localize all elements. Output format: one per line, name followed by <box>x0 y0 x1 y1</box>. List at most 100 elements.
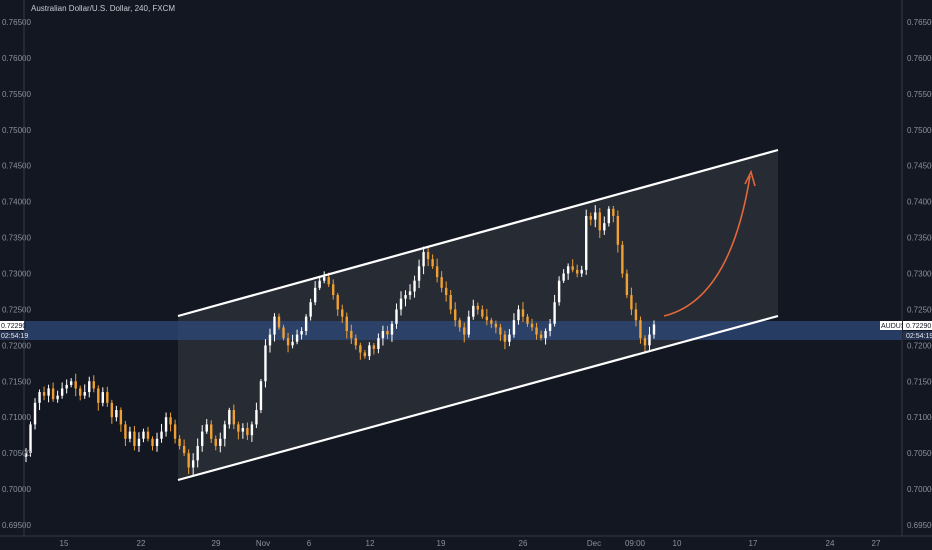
candle-body <box>472 305 475 317</box>
candle-body <box>354 338 358 346</box>
right-countdown-text: 02:54:19 <box>906 333 932 340</box>
candle-body <box>196 445 199 461</box>
y-tick-label-left: 0.74000 <box>2 198 31 207</box>
y-tick-label-left: 0.69500 <box>2 521 31 530</box>
candle-body <box>137 438 141 446</box>
candle-body <box>178 438 181 446</box>
candle-body <box>413 280 416 292</box>
projection-arrowhead <box>744 169 756 187</box>
candle-body <box>359 345 362 353</box>
candle-body <box>146 431 150 439</box>
candle-body <box>426 251 430 260</box>
current-price-band <box>24 321 902 340</box>
x-tick-label: 26 <box>519 539 528 548</box>
candle-body <box>277 316 281 328</box>
projection-arrow[interactable] <box>663 175 751 317</box>
candle-body <box>56 395 59 400</box>
candle-body <box>65 384 68 389</box>
symbol-tag-text: AUDUSD <box>881 323 911 330</box>
candle-body <box>435 266 439 278</box>
y-tick-label-left: 0.74500 <box>2 162 31 171</box>
candle-body <box>264 345 267 382</box>
candle-body <box>282 327 285 339</box>
y-tick-label-left: 0.73500 <box>2 234 31 243</box>
x-tick-label: 15 <box>60 539 69 548</box>
x-tick-label: 12 <box>366 539 375 548</box>
candle-body <box>237 424 240 432</box>
candle-body <box>24 453 28 457</box>
candle-body <box>142 431 145 439</box>
y-tick-label-left: 0.70000 <box>2 485 31 494</box>
candle-body <box>548 323 552 331</box>
candle-body <box>377 338 380 349</box>
candle-body <box>643 338 647 346</box>
candle-body <box>79 388 82 396</box>
y-tick-label-right: 0.70000 <box>907 485 932 494</box>
y-tick-label-left: 0.71500 <box>2 377 31 386</box>
candle-body <box>508 334 511 342</box>
x-tick-label: 27 <box>872 539 881 548</box>
candle-body <box>214 438 217 446</box>
x-tick-label: 17 <box>749 539 758 548</box>
candle-body <box>246 427 249 436</box>
y-tick-label-right: 0.73000 <box>907 270 932 279</box>
y-tick-label-left: 0.70500 <box>2 449 31 458</box>
candle-body <box>634 309 638 321</box>
candle-body <box>74 381 77 389</box>
y-tick-label-right: 0.70500 <box>907 449 932 458</box>
candle-body <box>336 295 339 310</box>
candle-body <box>115 410 118 418</box>
candle-body <box>603 223 606 231</box>
candle-body <box>562 273 565 281</box>
candle-body <box>395 309 398 324</box>
candle-body <box>494 323 498 328</box>
candle-body <box>255 410 258 425</box>
candle-body <box>341 309 344 317</box>
candle-body <box>160 431 163 439</box>
y-tick-label-right: 0.73500 <box>907 234 932 243</box>
time-axis: 15 22 29 Nov 6 12 19 26 Dec 09:00 10 17 24 27 <box>60 539 881 548</box>
candle-body <box>404 295 407 299</box>
x-tick-label: 09:00 <box>625 539 646 548</box>
candle-body <box>530 323 534 328</box>
candle-body <box>304 316 308 331</box>
y-tick-label-left: 0.73000 <box>2 270 31 279</box>
candle-body <box>51 388 55 400</box>
candle-body <box>399 298 403 310</box>
candle-body <box>268 334 272 346</box>
candle-body <box>422 251 425 267</box>
channel-lower-line[interactable] <box>177 314 779 482</box>
candle-body <box>38 392 41 403</box>
candle-body <box>29 424 32 454</box>
candle-body <box>463 327 466 335</box>
candle-body <box>309 302 312 317</box>
candle-body <box>652 324 656 335</box>
right-price-tag <box>903 321 932 330</box>
candle-body <box>327 277 330 285</box>
candle-body <box>512 320 516 335</box>
candle-body <box>205 424 208 432</box>
left-countdown-tag <box>0 331 24 340</box>
candle-body <box>485 316 489 321</box>
right-price-axis: 0.76500 0.76000 0.75500 0.75000 0.74500 0.740… <box>907 18 932 530</box>
candle-body <box>259 381 263 411</box>
candle-body <box>191 460 195 468</box>
candle-body <box>440 277 443 288</box>
candle-body <box>133 431 136 446</box>
candle-body <box>616 216 620 245</box>
y-tick-label-right: 0.72500 <box>907 305 932 314</box>
candle-body <box>571 266 574 270</box>
channel-upper-line[interactable] <box>177 148 779 318</box>
candle-body <box>449 295 452 310</box>
candle-body <box>408 291 412 296</box>
y-tick-label-left: 0.72500 <box>2 305 31 314</box>
left-price-tag <box>0 321 24 330</box>
chart-title: Australian Dollar/U.S. Dollar, 240, FXCM <box>31 4 175 13</box>
candle-body <box>151 438 154 446</box>
candle-body <box>589 216 592 220</box>
channel-fill <box>178 150 778 480</box>
candle-body <box>169 417 172 425</box>
candle-body <box>481 309 484 317</box>
candle-body <box>124 424 127 439</box>
